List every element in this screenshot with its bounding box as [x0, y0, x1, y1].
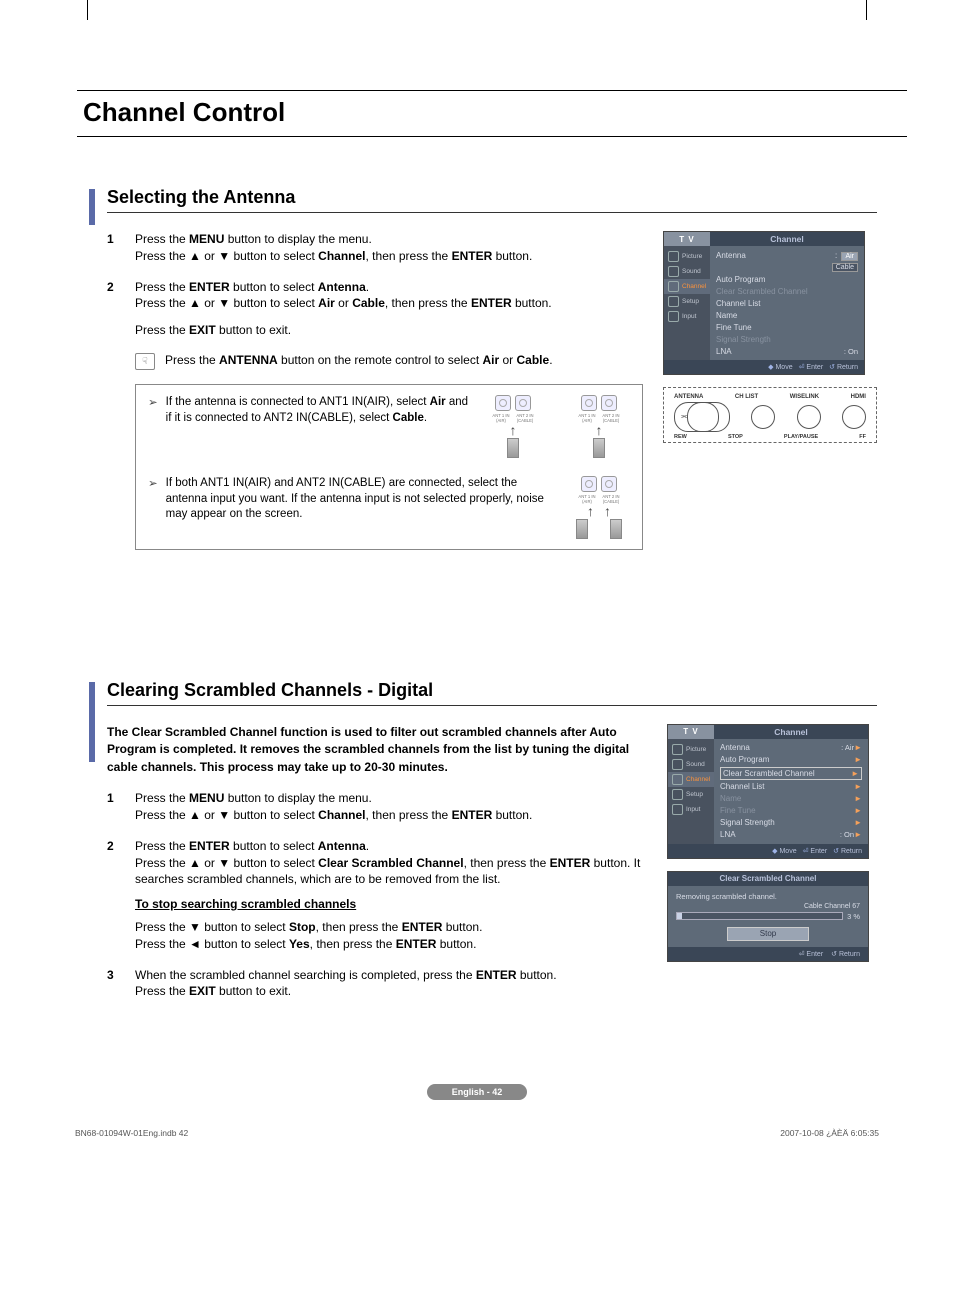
- remote-label: PLAY/PAUSE: [784, 434, 818, 440]
- print-footer: BN68-01094W-01Eng.indb 42 2007-10-08 ¿ÀÈ…: [75, 1128, 879, 1138]
- step-number: 1: [107, 231, 119, 265]
- remote-label: STOP: [728, 434, 743, 440]
- menu-side-item[interactable]: Setup: [664, 294, 710, 309]
- antenna-info-box: ➢ If the antenna is connected to ANT1 IN…: [135, 384, 643, 550]
- menu-side-item[interactable]: Input: [668, 802, 714, 817]
- remote-label: REW: [674, 434, 687, 440]
- popup-footer: ⏎ Enter ↺ Return: [668, 947, 868, 961]
- step-number: 3: [107, 967, 119, 1001]
- remote-note-row: ☟ Press the ANTENNA button on the remote…: [135, 353, 643, 370]
- menu-footer: ◆ Move⏎ Enter↺ Return: [664, 360, 864, 374]
- remote-label: FF: [859, 434, 866, 440]
- stop-line: Press the ▼ button to select Stop, then …: [135, 919, 647, 936]
- progress-percent: 3 %: [847, 912, 860, 921]
- menu-side-item[interactable]: Picture: [664, 249, 710, 264]
- step-text: When the scrambled channel searching is …: [135, 967, 647, 1001]
- antenna-port-figure: ANT 1 IN (AIR)ANT 2 IN (CABLE)↑: [568, 395, 630, 458]
- section-clear-scrambled: Clearing Scrambled Channels - Digital Th…: [107, 680, 877, 1014]
- print-file: BN68-01094W-01Eng.indb 42: [75, 1128, 188, 1138]
- menu-tv-label: T V: [664, 232, 710, 246]
- stop-search-heading: To stop searching scrambled channels: [135, 896, 647, 913]
- info-text: If the antenna is connected to ANT1 IN(A…: [166, 395, 474, 458]
- step-text: Press the ENTER button to select Antenna…: [135, 838, 647, 953]
- menu-title: Channel: [710, 232, 864, 246]
- remote-label: HDMI: [851, 394, 866, 400]
- menu-side-item[interactable]: Setup: [668, 787, 714, 802]
- antenna-port-figure: ANT 1 IN (AIR)ANT 2 IN (CABLE)↑: [482, 395, 544, 458]
- chapter-title: Channel Control: [83, 97, 907, 128]
- section-description: The Clear Scrambled Channel function is …: [107, 724, 647, 776]
- step-text: Press the MENU button to display the men…: [135, 231, 643, 265]
- osd-popup-clear-scrambled: Clear Scrambled Channel Removing scrambl…: [667, 871, 869, 962]
- menu-title: Channel: [714, 725, 868, 739]
- step-text: Press the MENU button to display the men…: [135, 790, 647, 824]
- menu-footer: ◆ Move⏎ Enter↺ Return: [668, 844, 868, 858]
- menu-side-item[interactable]: Picture: [668, 742, 714, 757]
- section-title: Selecting the Antenna: [107, 187, 877, 213]
- chevron-icon: ➢: [148, 395, 158, 458]
- chevron-icon: ➢: [148, 476, 158, 539]
- menu-main: Antenna: AirCableAuto ProgramClear Scram…: [710, 246, 864, 360]
- step-number: 2: [107, 838, 119, 953]
- remote-button[interactable]: [797, 405, 821, 429]
- progress-bar: [676, 912, 843, 920]
- popup-title: Clear Scrambled Channel: [668, 872, 868, 886]
- remote-button-icon: ☟: [135, 353, 155, 370]
- remote-diagram: ANTENNA CH LIST WISELINK HDMI ⫘ REW STOP PLAY…: [663, 387, 877, 443]
- stop-button[interactable]: Stop: [727, 927, 809, 941]
- print-date: 2007-10-08 ¿ÀÈÄ 6:05:35: [780, 1128, 879, 1138]
- menu-side-item[interactable]: Input: [664, 309, 710, 324]
- step-number: 1: [107, 790, 119, 824]
- menu-side-item[interactable]: Channel: [664, 279, 710, 294]
- popup-message: Removing scrambled channel.: [676, 892, 860, 901]
- remote-label: WISELINK: [790, 394, 819, 400]
- osd-menu-channel-1: T V Channel PictureSoundChannelSetupInpu…: [663, 231, 865, 375]
- remote-antenna-button[interactable]: ⫘: [674, 402, 730, 432]
- menu-tv-label: T V: [668, 725, 714, 739]
- antenna-port-figure: ANT 1 IN (AIR)ANT 2 IN (CABLE)↑↑: [568, 476, 630, 539]
- section-selecting-antenna: Selecting the Antenna 1 Press the MENU b…: [107, 187, 877, 550]
- section-accent-bar: [89, 189, 95, 225]
- page-number-pill: English - 42: [427, 1084, 527, 1100]
- remote-note-text: Press the ANTENNA button on the remote c…: [165, 353, 553, 367]
- remote-button[interactable]: [751, 405, 775, 429]
- section-accent-bar: [89, 682, 95, 762]
- exit-line: Press the EXIT button to exit.: [135, 322, 643, 339]
- step-number: 2: [107, 279, 119, 313]
- remote-button[interactable]: [842, 405, 866, 429]
- remote-label: ANTENNA: [674, 394, 703, 400]
- remote-label: CH LIST: [735, 394, 758, 400]
- menu-side-item[interactable]: Sound: [664, 264, 710, 279]
- info-text: If both ANT1 IN(AIR) and ANT2 IN(CABLE) …: [166, 476, 560, 539]
- section-title: Clearing Scrambled Channels - Digital: [107, 680, 877, 706]
- osd-menu-channel-2: T V Channel PictureSoundChannelSetupInpu…: [667, 724, 869, 859]
- menu-side-item[interactable]: Sound: [668, 757, 714, 772]
- popup-channel: Cable Channel 67: [676, 903, 860, 910]
- step-text: Press the ENTER button to select Antenna…: [135, 279, 643, 313]
- menu-main: Antenna: Air►Auto Program►Clear Scramble…: [714, 739, 868, 844]
- chapter-title-box: Channel Control: [77, 90, 907, 137]
- menu-side-item[interactable]: Channel: [668, 772, 714, 787]
- stop-line: Press the ◄ button to select Yes, then p…: [135, 936, 647, 953]
